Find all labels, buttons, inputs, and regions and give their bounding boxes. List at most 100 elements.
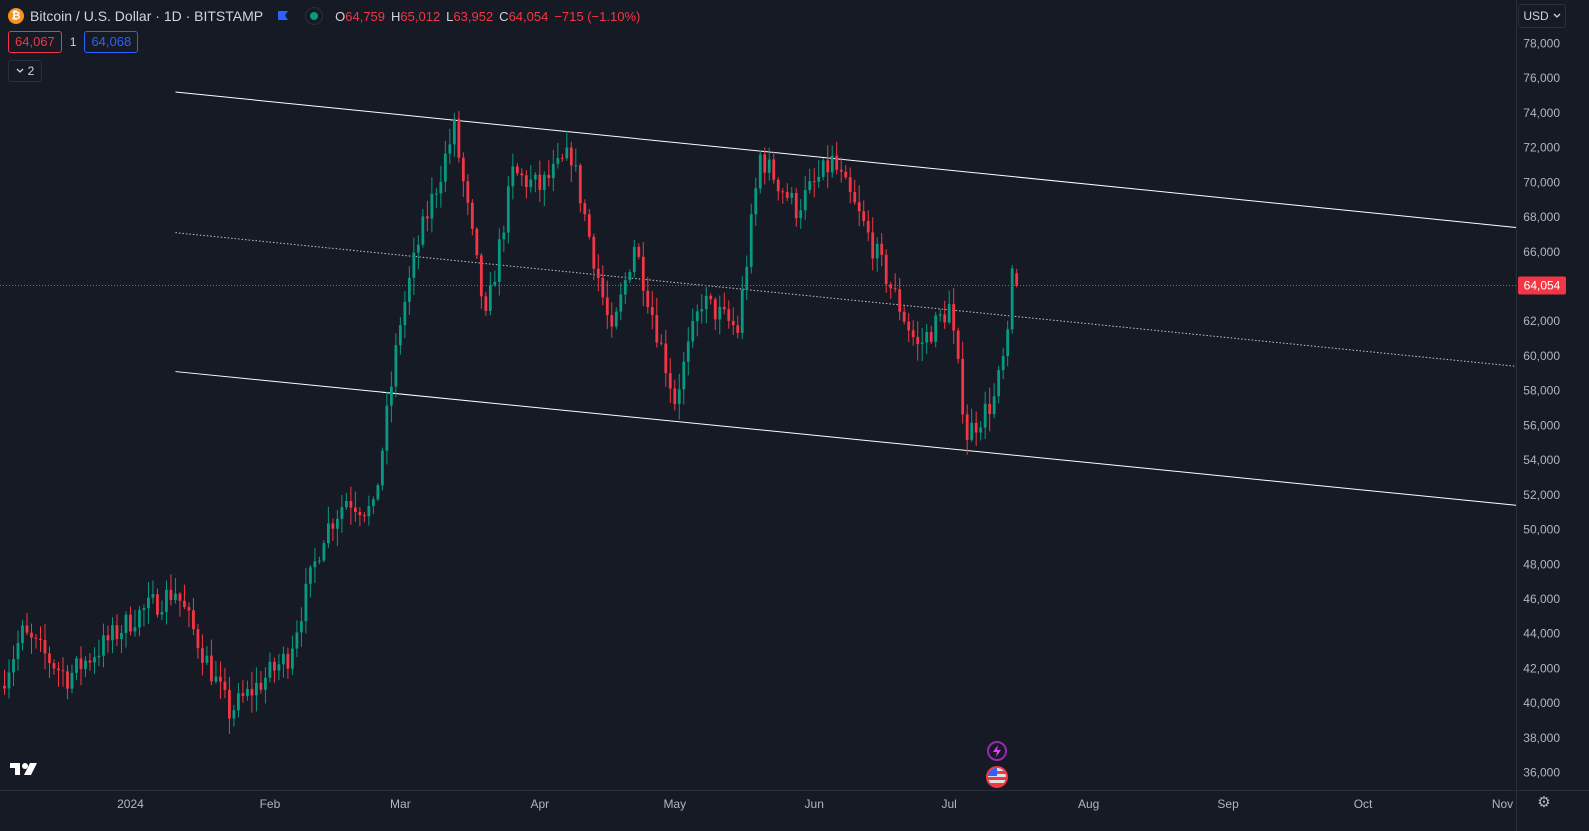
candle-body (349, 500, 353, 508)
candle-body (362, 515, 366, 517)
candle-body (223, 681, 227, 690)
candle-body (529, 179, 533, 188)
candle-body (1010, 268, 1014, 330)
x-tick-label: Oct (1354, 797, 1373, 811)
candle-body (1015, 273, 1019, 286)
candle-body (587, 214, 591, 237)
candle-body (916, 337, 920, 345)
channel-middle-line (175, 232, 1517, 367)
market-status-icon[interactable] (305, 7, 324, 25)
candle-body (920, 342, 924, 345)
candle-body (124, 614, 128, 633)
bitcoin-logo-icon: ₿ (8, 8, 24, 24)
candle-body (88, 660, 92, 663)
candle-body (556, 158, 560, 164)
high-value: 65,012 (400, 8, 441, 24)
candle-body (902, 311, 906, 322)
candle-body (664, 343, 668, 374)
candle-body (772, 159, 776, 180)
gear-icon[interactable]: ⚙ (1537, 794, 1551, 811)
candle-body (416, 244, 420, 253)
y-tick-label: 42,000 (1523, 661, 1560, 675)
candle-body (52, 663, 56, 669)
indicators-toggle-button[interactable]: 2 (8, 60, 42, 82)
candle-body (367, 506, 371, 517)
y-tick-label: 62,000 (1523, 314, 1560, 328)
us-economic-event-icon[interactable] (986, 766, 1008, 788)
candle-body (466, 181, 470, 203)
candle-body (682, 361, 686, 390)
candle-body (452, 118, 456, 145)
candle-body (228, 689, 231, 719)
candle-body (187, 607, 191, 611)
candle-body (988, 403, 992, 415)
candle-body (821, 160, 825, 177)
candle-body (808, 181, 812, 191)
tradingview-logo-icon (10, 763, 37, 775)
candle-body (623, 280, 627, 295)
candle-body (524, 175, 528, 188)
x-tick-label: Nov (1492, 797, 1513, 811)
candle-body (479, 255, 483, 297)
channel-upper-line (175, 91, 1517, 228)
candle-body (727, 309, 731, 321)
candle-body (457, 118, 461, 158)
candle-body (120, 632, 123, 640)
candle-body (803, 190, 807, 211)
candle-body (7, 672, 11, 689)
candle-body (66, 671, 69, 689)
candle-body (889, 284, 893, 289)
candle-body (412, 252, 416, 278)
candle-body (628, 272, 632, 281)
candle-body (326, 523, 330, 544)
candle-body (439, 181, 443, 194)
channel-lower-line (175, 371, 1517, 506)
x-tick-label: 2024 (117, 797, 144, 811)
candle-body (264, 677, 267, 690)
tradingview-logo[interactable] (10, 760, 42, 781)
chevron-down-icon (16, 68, 24, 73)
candle-body (533, 174, 537, 180)
candle-body (16, 643, 20, 660)
candle-body (632, 246, 636, 273)
candle-body (497, 239, 501, 282)
candle-body (151, 594, 155, 598)
close-label: C (499, 8, 509, 24)
candle-body (475, 228, 479, 256)
candle-body (641, 256, 645, 291)
candle-body (767, 159, 771, 173)
candle-body (934, 315, 938, 342)
candle-body (282, 653, 285, 665)
candle-body (57, 668, 60, 671)
last-price-label: 64,054 (1524, 279, 1561, 293)
flag-icon[interactable] (277, 10, 289, 22)
spread-value: 1 (69, 35, 77, 49)
candle-body (183, 600, 186, 608)
currency-select[interactable]: USD (1518, 4, 1566, 28)
candle-body (992, 396, 996, 415)
indicators-count: 2 (27, 64, 35, 78)
open-value: 64,759 (345, 8, 386, 24)
candle-body (335, 518, 339, 529)
candle-body (610, 315, 614, 327)
candle-body (781, 191, 785, 193)
buy-price-button[interactable]: 64,068 (84, 31, 139, 53)
symbol-title[interactable]: Bitcoin / U.S. Dollar · 1D · BITSTAMP (30, 8, 264, 24)
y-tick-label: 44,000 (1523, 627, 1560, 641)
candle-body (309, 567, 312, 584)
candle-body (385, 405, 389, 451)
candle-body (237, 693, 240, 711)
flash-event-icon[interactable] (987, 741, 1007, 761)
candle-body (43, 640, 47, 654)
candle-body (875, 243, 879, 259)
candle-body (650, 307, 654, 316)
sell-price-button[interactable]: 64,067 (8, 31, 62, 53)
x-tick-label: Apr (530, 797, 549, 811)
candle-body (596, 268, 600, 279)
candle-body (75, 658, 78, 673)
candle-body (246, 688, 249, 696)
candle-body (300, 621, 303, 633)
candle-body (210, 655, 213, 682)
candle-body (268, 661, 272, 678)
